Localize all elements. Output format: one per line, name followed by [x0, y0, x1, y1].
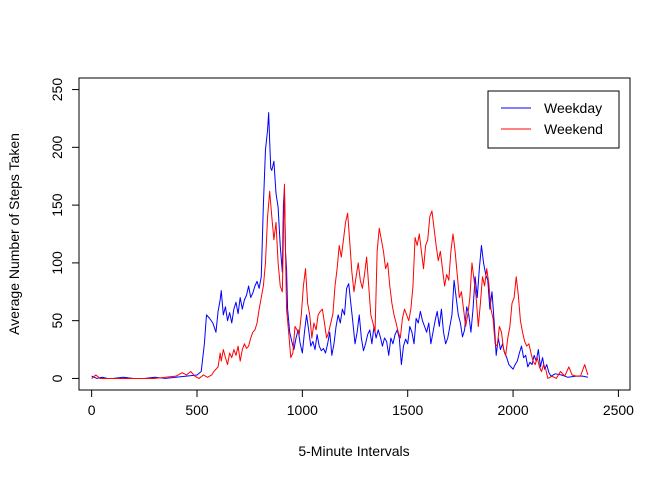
y-tick-label: 50 [49, 313, 65, 329]
x-axis-title: 5-Minute Intervals [298, 443, 409, 459]
x-axis: 0 500 1000 1500 2000 2500 [88, 389, 634, 418]
y-tick-label: 100 [49, 251, 65, 275]
legend: Weekday Weekend [487, 90, 620, 149]
y-axis: 0 50 100 150 200 250 [49, 78, 80, 382]
y-tick-label: 250 [49, 78, 65, 102]
legend-box [487, 90, 620, 149]
y-tick-label: 150 [49, 193, 65, 217]
x-tick-label: 0 [88, 402, 96, 418]
series-line-weekday [91, 112, 588, 379]
x-tick-label: 2000 [497, 402, 528, 418]
x-tick-label: 2500 [603, 402, 634, 418]
legend-label-weekend: Weekend [544, 121, 603, 137]
legend-label-weekday: Weekday [544, 100, 602, 116]
x-tick-label: 1500 [392, 402, 423, 418]
y-axis-title: Average Number of Steps Taken [6, 133, 22, 335]
series-line-weekend [91, 183, 589, 379]
y-tick-label: 0 [49, 374, 65, 382]
series-layer [91, 112, 589, 379]
x-tick-label: 1000 [287, 402, 318, 418]
y-tick-label: 200 [49, 135, 65, 159]
x-tick-label: 500 [185, 402, 209, 418]
